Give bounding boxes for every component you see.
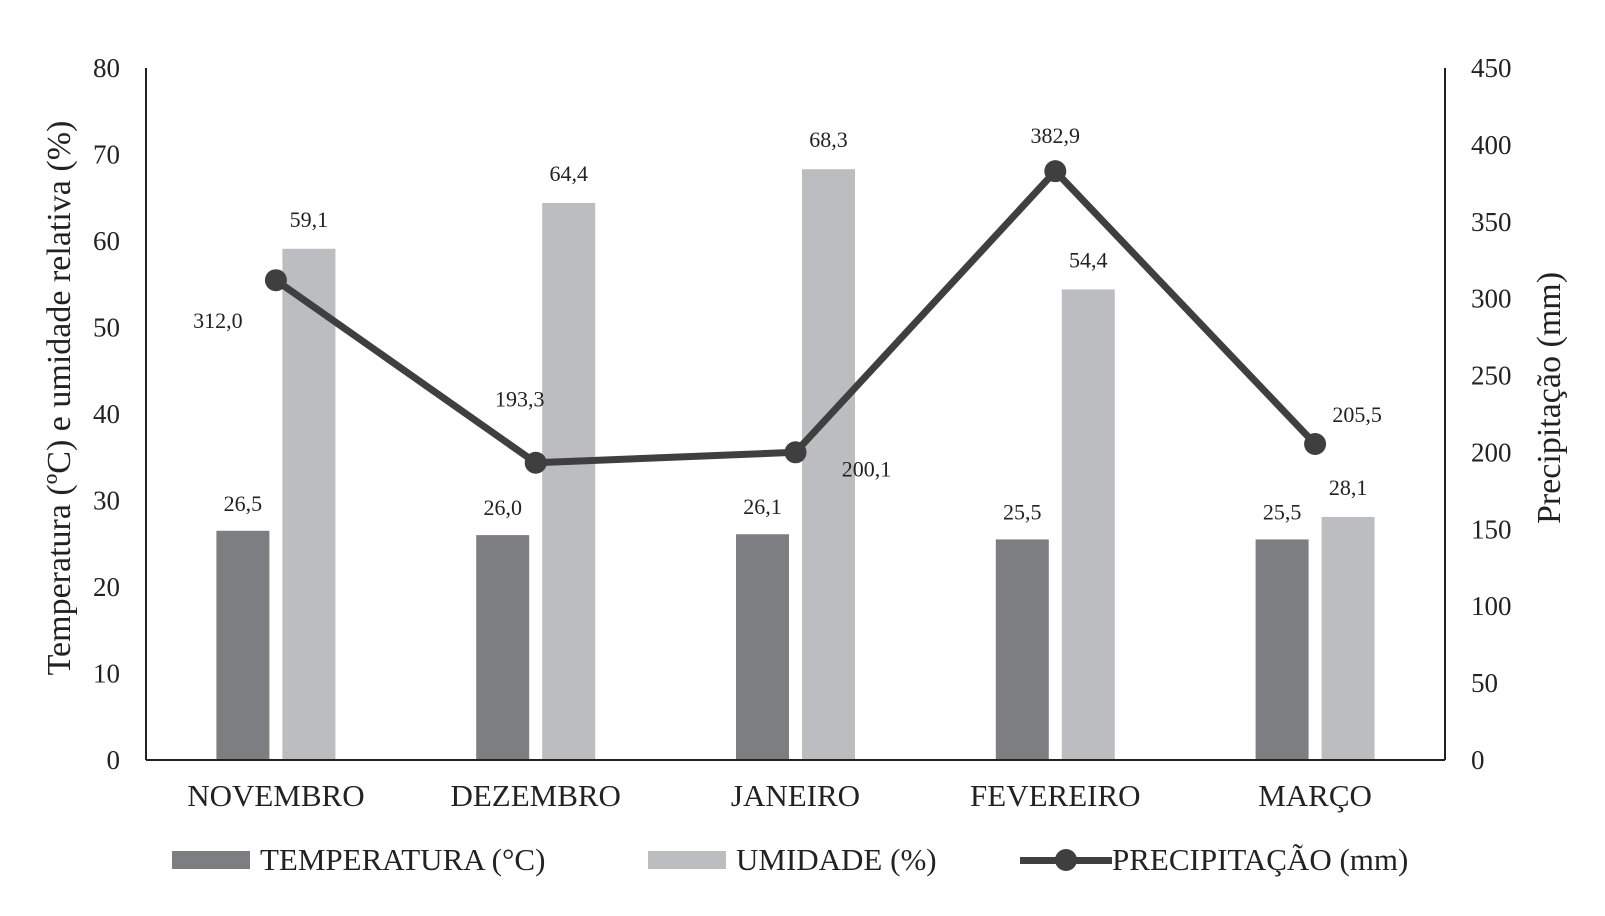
- legend-item-temperature: TEMPERATURA (°C): [172, 835, 545, 885]
- legend-item-precipitation: PRECIPITAÇÃO (mm): [1020, 835, 1408, 885]
- precipitation-point: [784, 441, 807, 464]
- left-tick-label: 60: [93, 226, 120, 256]
- humidity-bar: [542, 202, 596, 760]
- axes-group: NOVEMBRO DEZEMBRO JANEIRO FEVEREIRO MARÇO 0 10…: [93, 53, 1512, 813]
- right-tick-label: 300: [1471, 284, 1512, 314]
- precipitation-data-label: 382,9: [1031, 123, 1081, 148]
- temperature-data-label: 25,5: [1003, 499, 1042, 524]
- humidity-bar: [802, 169, 855, 760]
- right-tick-label: 150: [1471, 514, 1512, 544]
- legend-label-humidity: UMIDADE (%): [736, 842, 937, 877]
- right-tick-label: 450: [1471, 53, 1512, 83]
- right-tick-label: 400: [1471, 130, 1512, 160]
- left-tick-label: 80: [93, 53, 120, 83]
- right-tick-label: 250: [1471, 361, 1512, 391]
- humidity-data-label: 64,4: [549, 161, 588, 186]
- precipitation-line-group: [264, 160, 1327, 474]
- precipitation-point: [1304, 432, 1327, 455]
- legend-label-temperature: TEMPERATURA (°C): [260, 842, 546, 877]
- right-axis-title: Precipitação (mm): [1531, 272, 1568, 524]
- temperature-bar: [1255, 539, 1309, 760]
- x-category-label: JANEIRO: [731, 778, 860, 813]
- bars-group: [216, 169, 1375, 760]
- x-category-label: DEZEMBRO: [450, 778, 621, 813]
- x-category-label: NOVEMBRO: [187, 778, 364, 813]
- precipitation-point: [524, 451, 547, 474]
- right-tick-label: 100: [1471, 591, 1512, 621]
- left-tick-label: 30: [93, 486, 120, 516]
- left-tick-label: 10: [93, 659, 120, 689]
- temperature-data-label: 26,0: [483, 495, 522, 520]
- precipitation-data-label: 200,1: [842, 456, 892, 481]
- right-tick-label: 0: [1471, 745, 1485, 775]
- humidity-data-label: 59,1: [290, 207, 329, 232]
- temperature-bar: [736, 534, 789, 760]
- x-category-label: FEVEREIRO: [970, 778, 1141, 813]
- humidity-data-label: 68,3: [809, 127, 848, 152]
- humidity-data-label: 28,1: [1329, 475, 1368, 500]
- x-category-label: MARÇO: [1258, 778, 1372, 813]
- left-axis-title: Temperatura (ºC) e umidade relativa (%): [41, 121, 78, 676]
- temperature-data-label: 25,5: [1263, 499, 1302, 524]
- precipitation-data-label: 205,5: [1332, 402, 1382, 427]
- left-tick-label: 40: [93, 399, 120, 429]
- humidity-bar: [282, 248, 336, 760]
- precipitation-point: [1044, 160, 1067, 183]
- legend-label-precipitation: PRECIPITAÇÃO (mm): [1112, 842, 1409, 877]
- temperature-bar: [995, 539, 1049, 760]
- temperature-data-label: 26,1: [743, 494, 782, 519]
- humidity-swatch: [648, 851, 726, 869]
- left-tick-label: 70: [93, 140, 120, 170]
- precipitation-line: [273, 167, 1318, 467]
- temperature-data-label: 26,5: [224, 491, 263, 516]
- humidity-bar: [1321, 516, 1375, 760]
- right-tick-label: 200: [1471, 437, 1512, 467]
- legend-item-humidity: UMIDADE (%): [648, 835, 937, 885]
- temperature-bar: [216, 530, 270, 760]
- left-tick-label: 50: [93, 313, 120, 343]
- temperature-bar: [476, 535, 530, 760]
- precipitation-data-label: 312,0: [193, 308, 243, 333]
- temperature-swatch: [172, 851, 250, 869]
- right-tick-label: 50: [1471, 668, 1498, 698]
- humidity-data-label: 54,4: [1069, 247, 1108, 272]
- precipitation-data-label: 193,3: [495, 387, 545, 412]
- legend: TEMPERATURA (°C) UMIDADE (%) PRECIPITAÇÃ…: [0, 835, 1605, 885]
- precipitation-line-marker-icon: [1020, 845, 1112, 875]
- left-tick-label: 0: [107, 745, 121, 775]
- humidity-bar: [1061, 289, 1115, 760]
- data-labels-group: 26,5 59,1 26,0 64,4 26,1 68,3 25,5 54,4 25,5 28,1…: [193, 123, 1382, 524]
- precipitation-point: [264, 269, 287, 292]
- left-tick-label: 20: [93, 572, 120, 602]
- right-tick-label: 350: [1471, 207, 1512, 237]
